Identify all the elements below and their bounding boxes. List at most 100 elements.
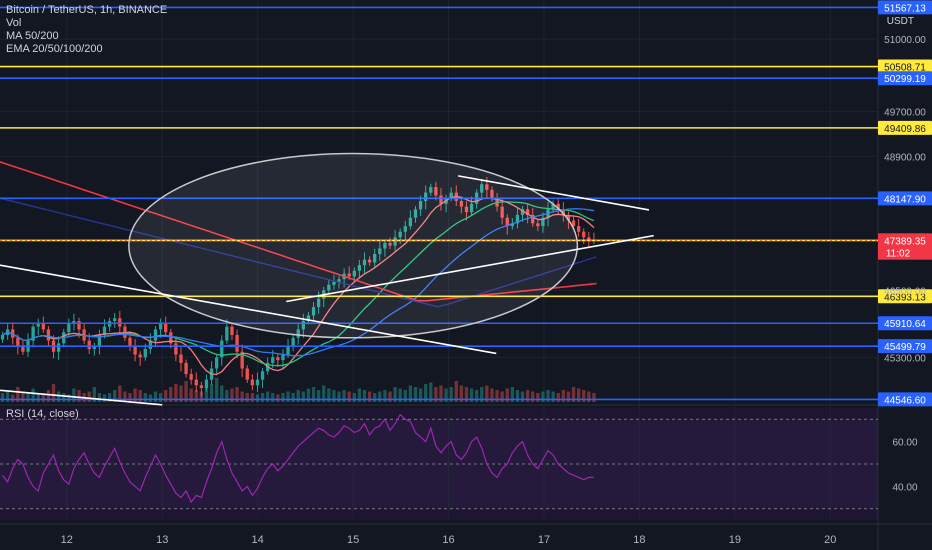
volume-bar xyxy=(408,385,413,402)
rsi-legend[interactable]: RSI (14, close) xyxy=(6,408,79,420)
volume-bar xyxy=(367,391,372,402)
volume-bar xyxy=(469,388,474,402)
volume-bar xyxy=(5,390,10,402)
candle xyxy=(199,385,204,389)
level-price-tag xyxy=(878,289,932,304)
volume-bar xyxy=(67,394,71,402)
volume-bar xyxy=(444,388,448,402)
price-tick-label: 45300.00 xyxy=(884,353,926,364)
candle xyxy=(393,237,397,246)
candle xyxy=(77,321,81,330)
candle xyxy=(551,203,555,210)
volume-bar xyxy=(11,394,15,402)
chart-legend: Bitcoin / TetherUS, 1h, BINANCE Vol MA 5… xyxy=(6,4,167,56)
candle xyxy=(179,354,183,363)
volume-bar xyxy=(260,393,265,402)
volume-bar xyxy=(439,385,443,402)
volume-bar xyxy=(164,390,168,402)
candle xyxy=(571,220,576,227)
time-tick-label: 16 xyxy=(442,534,454,546)
volume-bar xyxy=(306,388,311,402)
candle xyxy=(153,329,158,341)
candle xyxy=(434,187,438,196)
volume-bar xyxy=(97,393,102,402)
candle xyxy=(245,368,249,380)
volume-bar xyxy=(41,394,45,402)
candle xyxy=(429,187,433,193)
candle xyxy=(87,340,91,349)
volume-bar xyxy=(531,391,535,402)
volume-bar xyxy=(347,391,351,402)
candle xyxy=(56,343,61,352)
volume-bar xyxy=(276,394,280,402)
candle xyxy=(286,346,290,355)
price-tick-label: 48900.00 xyxy=(884,152,926,163)
candle xyxy=(138,354,142,358)
candle xyxy=(316,298,321,308)
indicator-ma[interactable]: MA 50/200 xyxy=(6,30,59,42)
candle xyxy=(556,203,560,210)
volume-bar xyxy=(291,393,295,402)
volume-bar xyxy=(373,393,377,402)
symbol-title: Bitcoin / TetherUS, 1h, BINANCE xyxy=(6,4,168,16)
candle xyxy=(373,254,377,263)
ema100-line xyxy=(2,208,595,357)
level-price-label: 50299.19 xyxy=(884,74,926,85)
volume-bar xyxy=(449,387,453,402)
volume-bar xyxy=(357,388,362,402)
volume-bar xyxy=(133,388,137,402)
candle xyxy=(92,346,96,349)
candle xyxy=(510,223,515,227)
last-price-label: 47389.35 xyxy=(884,237,926,248)
volume-bar xyxy=(337,391,341,402)
candle xyxy=(291,337,295,347)
price-tick-label: 51000.00 xyxy=(884,35,926,46)
candle xyxy=(301,321,305,330)
volume-bar xyxy=(525,390,530,402)
candle xyxy=(383,242,387,249)
volume-bar xyxy=(158,393,163,402)
currency-label: USDT xyxy=(886,16,914,27)
candle xyxy=(332,281,336,285)
candle xyxy=(525,209,530,215)
candle xyxy=(194,379,198,386)
candle xyxy=(418,201,423,210)
candle xyxy=(480,184,484,193)
level-price-label: 50508.71 xyxy=(884,63,926,74)
candle xyxy=(36,323,40,327)
last-price-tag xyxy=(878,233,932,260)
level-price-tag xyxy=(878,392,932,407)
volume-bar xyxy=(209,384,214,402)
volume-bar xyxy=(480,387,484,402)
level-price-tag xyxy=(878,120,932,135)
candle xyxy=(449,192,453,199)
candle xyxy=(388,242,392,246)
indicator-vol[interactable]: Vol xyxy=(6,17,22,29)
volume-bar xyxy=(174,384,178,402)
volume-bar xyxy=(199,391,204,402)
candle xyxy=(531,214,535,224)
candle xyxy=(439,195,443,204)
candle xyxy=(576,226,581,232)
candle xyxy=(67,323,71,333)
volume-bar xyxy=(204,387,209,402)
rsi-tick-label: 40.00 xyxy=(892,482,917,493)
volume-bar xyxy=(576,388,581,402)
volume-bar xyxy=(21,391,25,402)
volume-bar xyxy=(393,387,397,402)
time-tick-label: 20 xyxy=(824,534,836,546)
volume-bar xyxy=(286,391,290,402)
volume-bar xyxy=(113,390,117,402)
candle xyxy=(148,340,153,349)
volume-bar xyxy=(398,388,402,402)
rsi-band-fill xyxy=(0,419,878,509)
level-price-label: 46393.13 xyxy=(884,292,926,303)
volume-bar xyxy=(546,390,550,402)
indicator-ema[interactable]: EMA 20/50/100/200 xyxy=(6,43,103,55)
level-price-label: 48147.90 xyxy=(884,194,926,205)
volume-bar xyxy=(225,390,229,402)
volume-bar xyxy=(240,391,244,402)
candle xyxy=(102,326,107,335)
volume-bar xyxy=(189,388,193,402)
